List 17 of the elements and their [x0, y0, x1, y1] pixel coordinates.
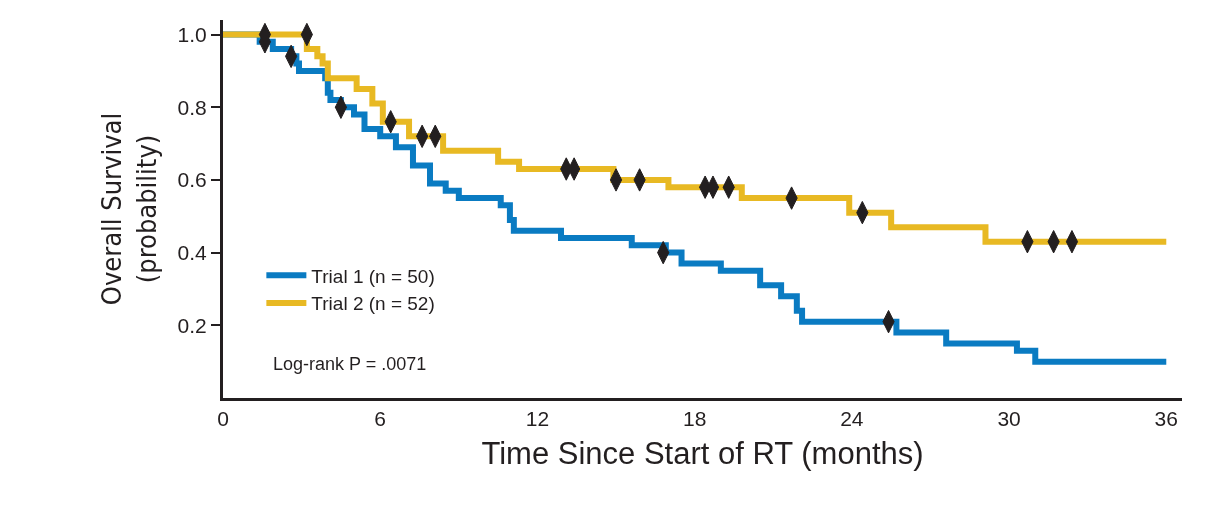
y-tick-label: 0.4 — [177, 240, 208, 264]
x-tick-label: 24 — [840, 407, 864, 431]
x-tick-label: 0 — [217, 407, 229, 431]
x-tick-label: 18 — [682, 407, 707, 431]
y-tick-label: 0.6 — [177, 168, 207, 192]
x-tick-label: 36 — [1154, 407, 1178, 431]
y-tick-label: 0.2 — [177, 313, 207, 337]
y-tick-label: 0.8 — [177, 95, 207, 119]
y-tick-label: 1.0 — [177, 22, 207, 46]
legend-label: Trial 1 (n = 50) — [311, 265, 435, 287]
x-tick-label: 12 — [525, 407, 550, 431]
annotation: Log-rank P = .0071 — [273, 354, 427, 374]
x-axis-title: Time Since Start of RT (months) — [481, 436, 924, 472]
legend-label: Trial 2 (n = 52) — [311, 293, 435, 315]
x-tick-label: 30 — [997, 407, 1021, 431]
y-axis-title: Overall Survival (probability) — [95, 112, 162, 306]
x-tick-label: 6 — [374, 407, 387, 431]
